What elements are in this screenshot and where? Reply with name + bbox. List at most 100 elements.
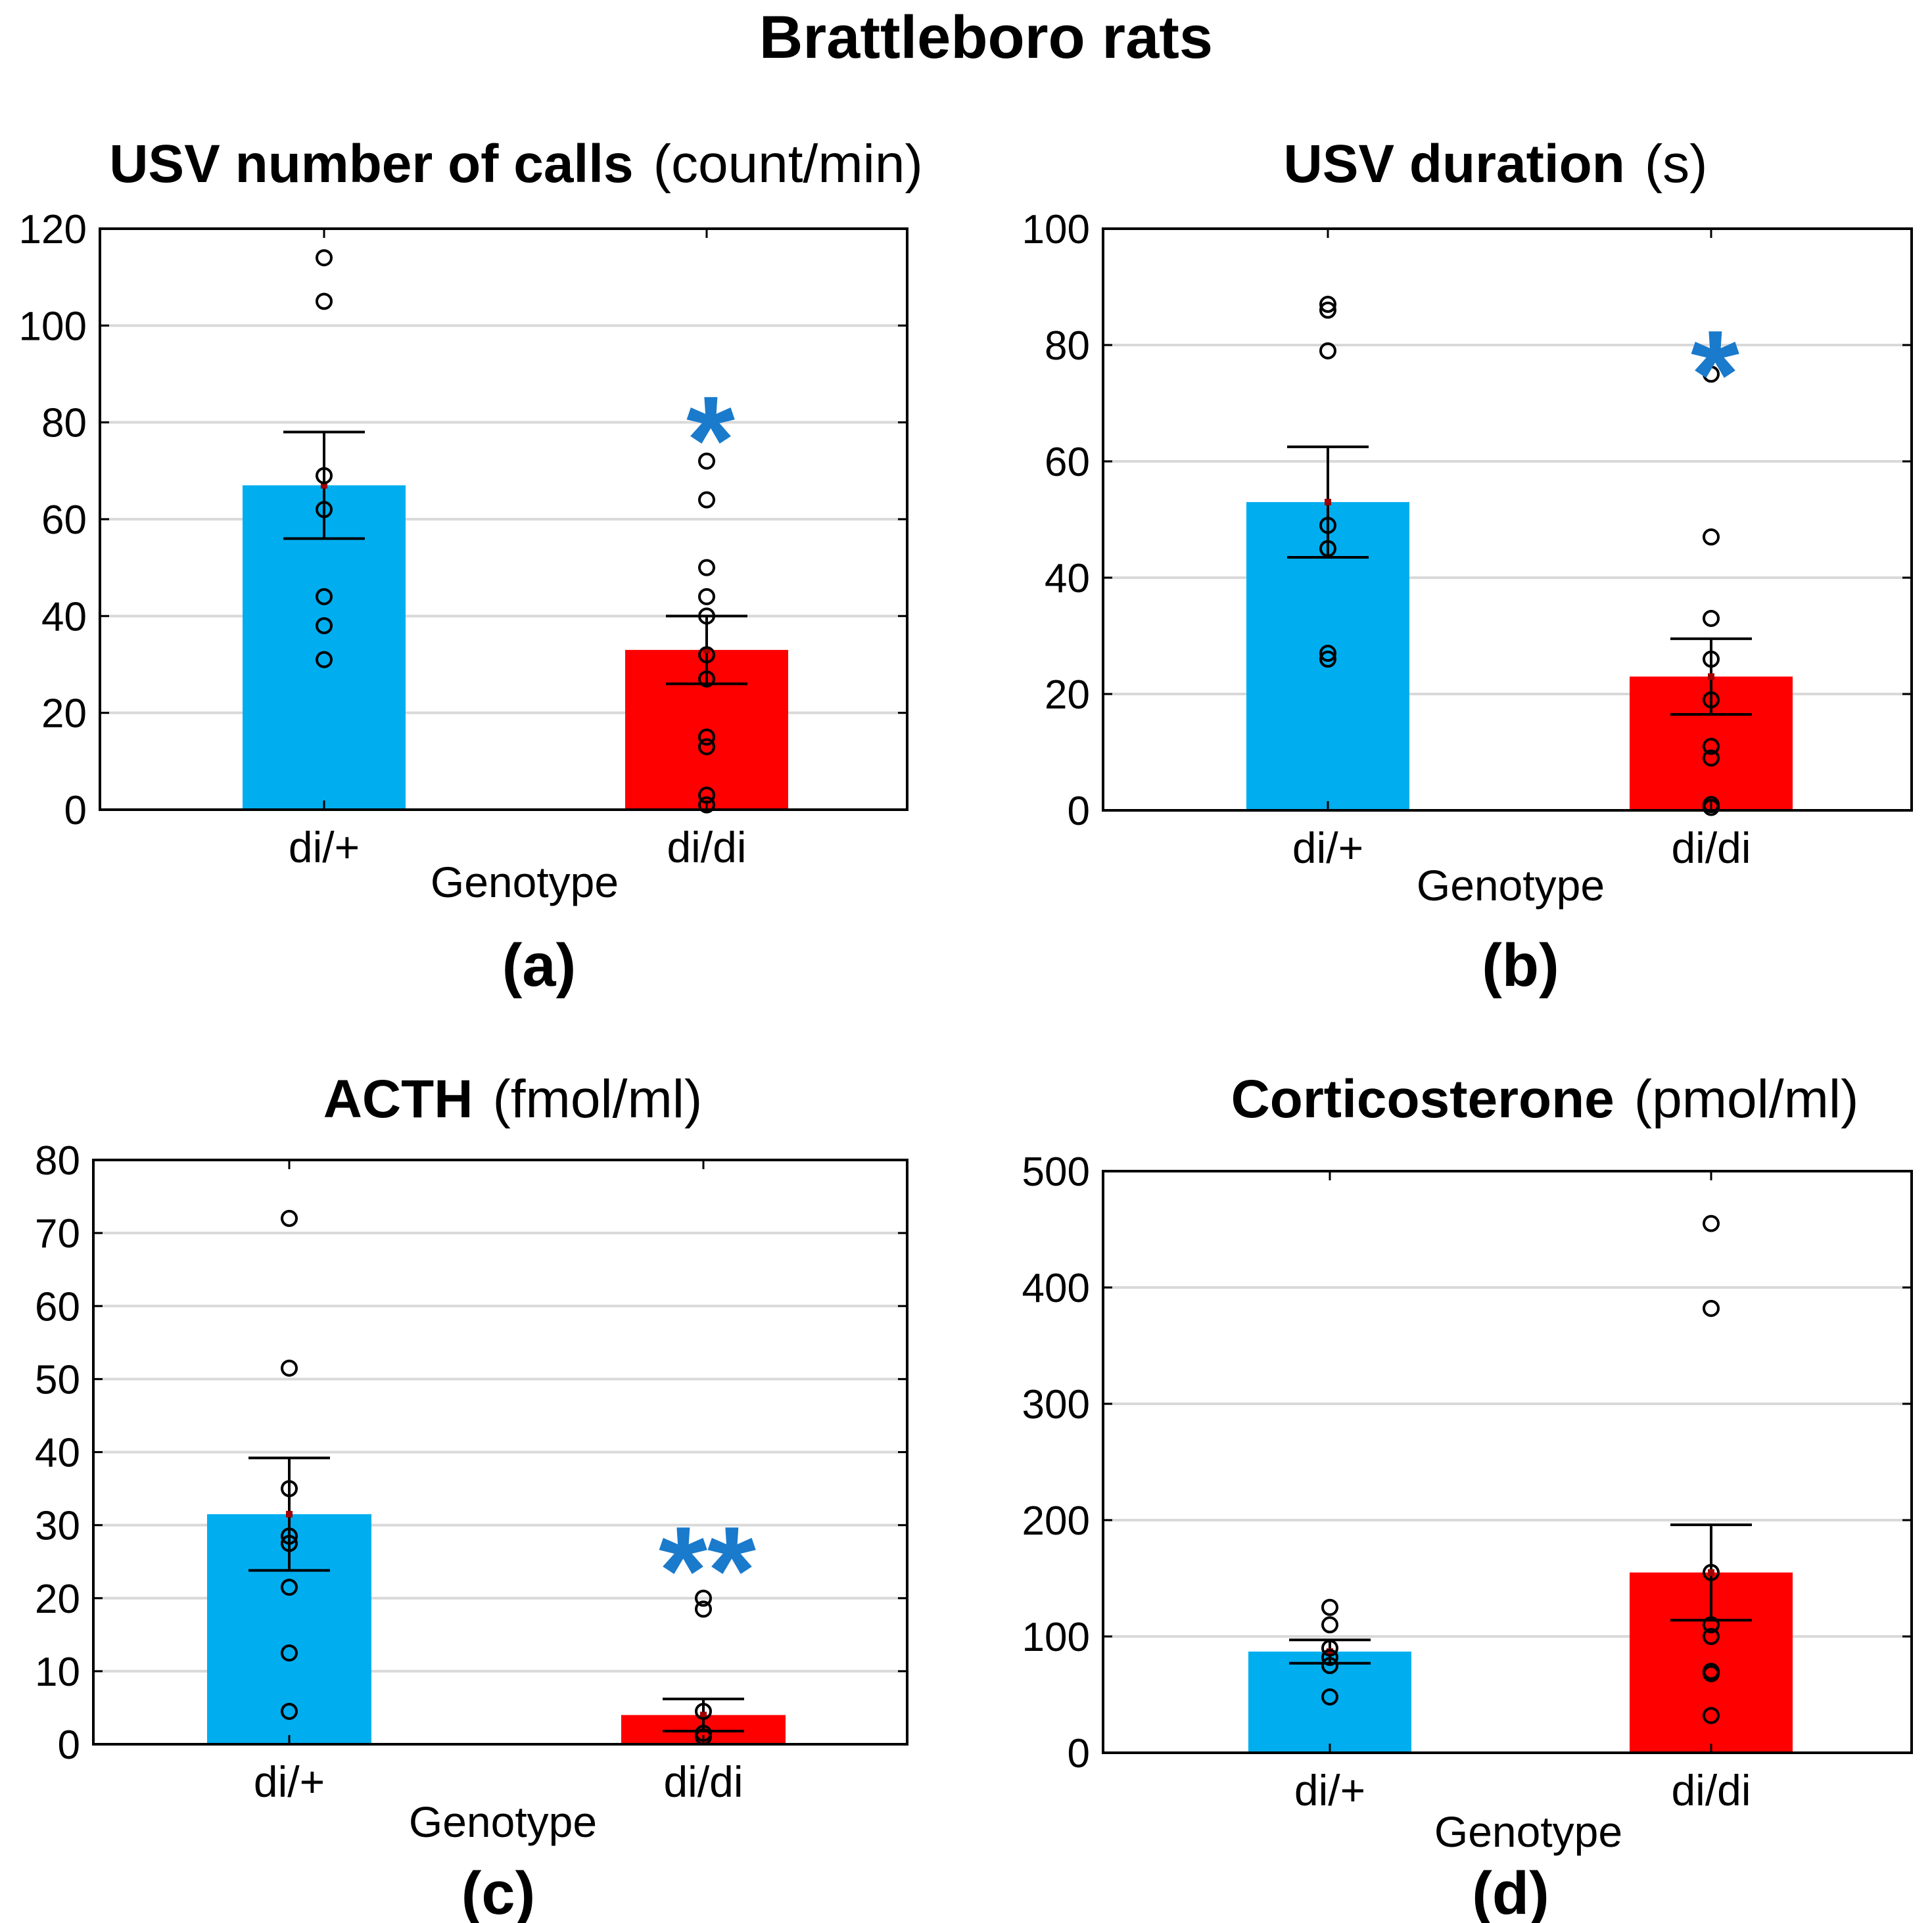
panel-d: Corticosterone (pmol/ml) 0 100 200 300 400 500… xyxy=(1022,1069,1913,1923)
panel-a-data-point xyxy=(698,728,715,746)
panel-a-data-point xyxy=(316,292,333,310)
panel-c-letter: (c) xyxy=(461,1860,535,1923)
panel-a-significance-marker: * xyxy=(686,371,735,510)
panel-a-data-point xyxy=(698,786,715,804)
panel-a-title: USV number of calls (count/min) xyxy=(109,134,923,194)
panel-b-mean-marker xyxy=(1708,673,1714,680)
panel-a-data-point xyxy=(698,607,715,625)
panel-c-ytick-label: 40 xyxy=(35,1431,80,1476)
panel-d-ytick-label: 200 xyxy=(1022,1498,1090,1544)
panel-a-ytick-label: 40 xyxy=(41,594,87,639)
panel-d-category-label: di/+ xyxy=(1294,1766,1365,1815)
panel-d-data-point xyxy=(1321,1657,1338,1675)
panel-b-data-point xyxy=(1319,342,1336,359)
panel-b-ytick-label: 40 xyxy=(1045,556,1090,601)
panel-b-data-point xyxy=(1319,301,1336,319)
panel-d-ytick-label: 400 xyxy=(1022,1266,1090,1311)
panel-c-data-point xyxy=(281,1527,298,1545)
panel-b-axes-frame xyxy=(1102,227,1913,812)
panel-c-significance-marker: ** xyxy=(659,1501,756,1640)
panel-b-ytick-label: 60 xyxy=(1045,440,1090,485)
panel-d-data-point xyxy=(1703,1707,1720,1725)
panel-b-title: USV duration (s) xyxy=(1284,134,1708,194)
panel-d-ytick-label: 100 xyxy=(1022,1615,1090,1660)
panel-c-axes-frame xyxy=(92,1159,908,1746)
panel-d-data-point xyxy=(1321,1616,1338,1634)
panel-d-title-label: Corticosterone xyxy=(1231,1069,1614,1129)
panel-c-data-point xyxy=(281,1579,298,1596)
panel-d-letter: (d) xyxy=(1472,1860,1549,1923)
panel-a: USV number of calls (count/min) 0 20 40 60 80… xyxy=(19,134,923,999)
panel-b: USV duration (s) 0 20 40 60 80 100 di/+ di/di * G… xyxy=(1022,134,1913,999)
panel-a-xlabel: Genotype xyxy=(431,858,619,906)
panel-b-data-point xyxy=(1703,365,1720,383)
panel-d-mean-marker xyxy=(1327,1648,1333,1656)
panel-c-ytick-label: 70 xyxy=(35,1211,80,1257)
panel-a-category-label: di/di xyxy=(667,823,746,871)
panel-a-mean-marker xyxy=(321,482,327,489)
panel-a-ytick-label: 120 xyxy=(19,207,87,252)
panel-b-ytick-label: 80 xyxy=(1045,323,1090,369)
panel-b-data-point xyxy=(1319,645,1336,662)
panel-d-data-point xyxy=(1703,1616,1720,1634)
panel-a-ytick-label: 0 xyxy=(64,788,87,833)
panel-b-ytick-label: 0 xyxy=(1068,789,1090,834)
panel-d-data-point xyxy=(1703,1628,1720,1645)
panel-d-title-unit: (pmol/ml) xyxy=(1634,1069,1859,1129)
panel-a-data-point xyxy=(698,491,715,509)
panel-b-ytick-label: 100 xyxy=(1022,207,1090,252)
panel-c-data-point xyxy=(695,1702,712,1720)
panel-d-data-point xyxy=(1321,1639,1338,1657)
panel-c-title-label: ACTH xyxy=(323,1069,473,1129)
panel-c-ytick-label: 60 xyxy=(35,1284,80,1330)
panel-c-ytick-label: 30 xyxy=(35,1504,80,1549)
panel-a-ytick-label: 100 xyxy=(19,304,87,349)
panel-a-data-point xyxy=(698,452,715,470)
panel-c-ytick-label: 50 xyxy=(35,1357,80,1402)
panel-d-title: Corticosterone (pmol/ml) xyxy=(1231,1069,1859,1129)
panel-b-data-point xyxy=(1703,650,1720,668)
panel-a-data-point xyxy=(698,646,715,664)
panel-c-data-point xyxy=(281,1359,298,1377)
panel-b-data-point xyxy=(1703,691,1720,708)
panel-c-mean-marker xyxy=(286,1510,293,1518)
panel-c-data-point xyxy=(281,1702,298,1720)
panel-a-data-point xyxy=(316,249,333,267)
panel-d-data-point xyxy=(1321,1598,1338,1616)
panel-c-data-point xyxy=(281,1209,298,1227)
panel-c-ytick-label: 0 xyxy=(58,1723,80,1768)
panel-c-mean-marker xyxy=(700,1711,707,1719)
panel-a-letter: (a) xyxy=(502,932,576,999)
panel-b-letter: (b) xyxy=(1482,932,1559,999)
panel-d-category-label: di/di xyxy=(1671,1766,1751,1815)
panel-a-mean-marker xyxy=(703,646,710,653)
panel-d-mean-marker xyxy=(1708,1569,1714,1576)
panel-a-title-label: USV number of calls xyxy=(109,134,633,194)
panel-a-title-unit: (count/min) xyxy=(653,134,923,194)
panel-c-title: ACTH (fmol/ml) xyxy=(323,1069,703,1129)
panel-d-xlabel: Genotype xyxy=(1434,1807,1622,1856)
panel-b-ytick-label: 20 xyxy=(1045,672,1090,718)
panel-b-data-point xyxy=(1703,528,1720,546)
panel-a-ytick-label: 80 xyxy=(41,401,87,446)
panel-c-ytick-label: 80 xyxy=(35,1138,80,1184)
panel-b-data-point xyxy=(1319,296,1336,313)
panel-c-ytick-label: 10 xyxy=(35,1650,80,1695)
panel-c-xlabel: Genotype xyxy=(409,1797,597,1846)
panel-c-title-unit: (fmol/ml) xyxy=(492,1069,702,1129)
panel-b-title-label: USV duration xyxy=(1284,134,1625,194)
panel-a-data-point xyxy=(316,588,333,605)
panel-d-plot: 0 100 200 300 400 500 di/+ di/di xyxy=(1022,1149,1913,1815)
panel-a-ytick-label: 60 xyxy=(41,498,87,543)
panel-b-mean-marker xyxy=(1325,498,1331,505)
panel-c-ytick-label: 20 xyxy=(35,1577,80,1622)
panel-b-data-point xyxy=(1319,650,1336,668)
panel-a-data-point xyxy=(698,588,715,605)
panel-a-plot: 0 20 40 60 80 100 120 di/+ di/di * xyxy=(19,207,908,871)
panel-d-data-point xyxy=(1321,1648,1338,1666)
panel-b-data-point xyxy=(1703,737,1720,755)
panel-d-ytick-label: 0 xyxy=(1068,1731,1090,1776)
panel-a-category-label: di/+ xyxy=(289,823,360,871)
panel-b-plot: 0 20 40 60 80 100 di/+ di/di * xyxy=(1022,207,1913,872)
